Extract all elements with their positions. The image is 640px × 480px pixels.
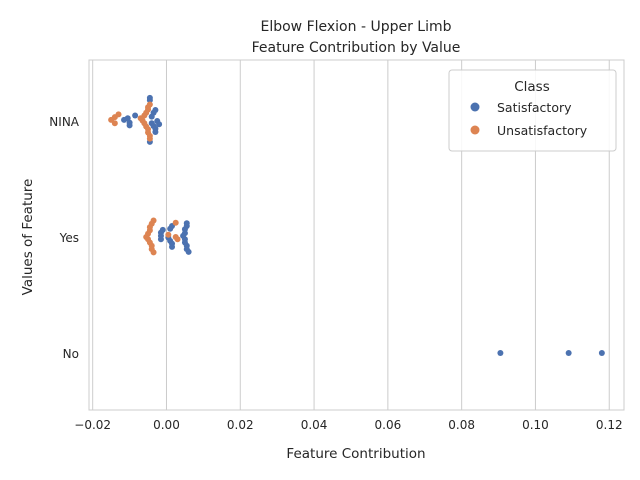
- y-tick-label-no: No: [63, 347, 79, 361]
- data-point-satisfactory: [132, 112, 139, 119]
- x-tick-label: 0.04: [301, 418, 328, 432]
- y-tick-labels: NINA Yes No: [49, 115, 79, 361]
- legend-marker-satisfactory: [470, 102, 480, 112]
- data-point-satisfactory: [148, 113, 155, 120]
- x-tick-label: −0.02: [74, 418, 111, 432]
- y-axis-label: Values of Feature: [20, 179, 36, 296]
- x-tick-label: 0.12: [596, 418, 623, 432]
- x-tick-label: 0.06: [375, 418, 402, 432]
- data-point-unsatisfactory: [165, 231, 172, 238]
- data-point-unsatisfactory: [172, 219, 179, 226]
- x-tick-label: 0.02: [227, 418, 254, 432]
- data-points: [108, 94, 605, 356]
- data-point-satisfactory: [497, 350, 504, 356]
- y-tick-label-nina: NINA: [49, 115, 79, 129]
- data-point-satisfactory: [157, 236, 164, 243]
- data-point-satisfactory: [126, 122, 133, 129]
- data-point-satisfactory: [598, 350, 605, 356]
- data-point-unsatisfactory: [174, 236, 181, 243]
- legend-marker-unsatisfactory: [470, 125, 480, 135]
- data-point-satisfactory: [565, 350, 572, 356]
- legend: Class Satisfactory Unsatisfactory: [448, 69, 617, 152]
- legend-label-satisfactory: Satisfactory: [497, 100, 572, 115]
- data-point-unsatisfactory: [111, 120, 118, 127]
- x-tick-label: 0.10: [522, 418, 549, 432]
- chart-title-line-1: Elbow Flexion - Upper Limb: [260, 19, 451, 35]
- legend-box: [448, 69, 617, 152]
- x-tick-labels: −0.02 0.00 0.02 0.04 0.06 0.08 0.10 0.12: [74, 418, 622, 432]
- data-point-unsatisfactory: [146, 135, 153, 142]
- x-tick-label: 0.00: [153, 418, 180, 432]
- x-axis-label: Feature Contribution: [286, 446, 425, 462]
- data-point-satisfactory: [121, 116, 128, 123]
- legend-title: Class: [514, 79, 550, 95]
- legend-label-unsatisfactory: Unsatisfactory: [497, 123, 588, 138]
- data-point-satisfactory: [156, 121, 163, 128]
- plot-area-frame: [88, 59, 625, 411]
- y-tick-label-yes: Yes: [59, 231, 79, 245]
- data-point-unsatisfactory: [150, 249, 157, 256]
- data-point-satisfactory: [152, 129, 159, 135]
- data-point-satisfactory: [167, 225, 174, 232]
- x-tick-label: 0.08: [448, 418, 475, 432]
- data-point-satisfactory: [146, 97, 153, 104]
- chart-title-line-2: Feature Contribution by Value: [252, 40, 461, 56]
- data-point-satisfactory: [169, 243, 176, 250]
- data-point-satisfactory: [185, 248, 192, 255]
